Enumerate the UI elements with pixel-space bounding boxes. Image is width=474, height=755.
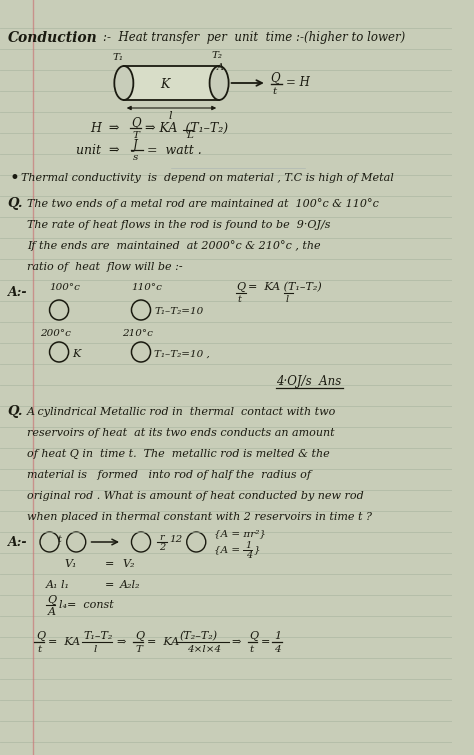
Text: l₄=  const: l₄= const <box>59 600 114 610</box>
Text: {A =: {A = <box>214 546 240 554</box>
Text: s: s <box>133 153 139 162</box>
Text: A:-: A:- <box>8 535 27 548</box>
Text: Q: Q <box>250 631 259 641</box>
Text: ⇒: ⇒ <box>116 637 126 647</box>
Text: ratio of  heat  flow will be :-: ratio of heat flow will be :- <box>27 262 182 272</box>
Text: V₁: V₁ <box>65 559 77 569</box>
Text: 4·OJ/s  Ans: 4·OJ/s Ans <box>276 375 341 389</box>
Text: :-  Heat transfer  per  unit  time :-(higher to lower): :- Heat transfer per unit time :-(higher… <box>103 32 405 45</box>
Text: =  KA: = KA <box>47 637 80 647</box>
Text: ⇒ KA  (T₁–T₂): ⇒ KA (T₁–T₂) <box>145 122 228 134</box>
Text: l: l <box>286 295 289 304</box>
Text: l: l <box>169 111 172 121</box>
Text: 200°c: 200°c <box>40 329 71 338</box>
Text: T: T <box>135 645 142 654</box>
Text: H  ⇒: H ⇒ <box>91 122 120 134</box>
Text: A₁ l₁: A₁ l₁ <box>46 580 70 590</box>
Text: J: J <box>133 138 138 152</box>
Text: of heat Q in  time t.  The  metallic rod is melted & the: of heat Q in time t. The metallic rod is… <box>27 449 329 459</box>
Text: Q: Q <box>47 595 57 605</box>
Text: Thermal conductivity  is  depend on material , T.C is high of Metal: Thermal conductivity is depend on materi… <box>21 173 394 183</box>
Text: T₁–T₂=10 ,: T₁–T₂=10 , <box>155 350 210 359</box>
Text: T₁: T₁ <box>112 54 123 63</box>
Text: L: L <box>186 131 192 140</box>
Text: 100°c: 100°c <box>50 283 81 292</box>
Ellipse shape <box>210 66 228 100</box>
Text: =  KA (T₁–T₂): = KA (T₁–T₂) <box>248 282 321 292</box>
Text: Q: Q <box>135 631 145 641</box>
Text: Q.: Q. <box>8 405 23 418</box>
Text: K: K <box>73 349 81 359</box>
Text: Q: Q <box>36 631 46 641</box>
Text: The rate of heat flows in the rod is found to be  9·OJ/s: The rate of heat flows in the rod is fou… <box>27 220 330 230</box>
Text: •: • <box>9 169 19 187</box>
Text: 4: 4 <box>246 551 252 560</box>
Text: =: = <box>105 559 114 569</box>
Text: 110°c: 110°c <box>131 283 162 292</box>
Text: 2: 2 <box>159 544 165 553</box>
Text: =  watt .: = watt . <box>147 143 201 156</box>
Text: original rod . What is amount of heat conducted by new rod: original rod . What is amount of heat co… <box>27 491 364 501</box>
Ellipse shape <box>114 66 133 100</box>
Text: t: t <box>250 645 254 654</box>
Text: T: T <box>132 131 139 140</box>
Text: 4: 4 <box>274 645 281 654</box>
Text: V₂: V₂ <box>122 559 135 569</box>
Text: A₂l₂: A₂l₂ <box>120 580 140 590</box>
Text: =  KA: = KA <box>147 637 179 647</box>
Text: 12: 12 <box>170 535 183 544</box>
Text: material is   formed   into rod of half the  radius of: material is formed into rod of half the … <box>27 470 310 480</box>
Text: Q: Q <box>271 72 280 85</box>
Text: If the ends are  maintained  at 2000°c & 210°c , the: If the ends are maintained at 2000°c & 2… <box>27 241 320 251</box>
Text: K: K <box>160 79 169 91</box>
Text: t: t <box>57 535 61 544</box>
Text: r: r <box>159 532 164 541</box>
Text: =: = <box>105 580 114 590</box>
Text: = H: = H <box>286 76 310 90</box>
Text: A:-: A:- <box>8 285 27 298</box>
Text: T₂: T₂ <box>211 51 222 60</box>
Text: {A = πr²}: {A = πr²} <box>214 529 266 538</box>
Text: The two ends of a metal rod are maintained at  100°c & 110°c: The two ends of a metal rod are maintain… <box>27 199 379 209</box>
Text: A: A <box>47 607 55 617</box>
Text: =: = <box>261 637 270 647</box>
Text: ⇒: ⇒ <box>231 637 241 647</box>
Text: 1: 1 <box>245 541 251 550</box>
Text: Conduction: Conduction <box>8 31 97 45</box>
Text: A: A <box>217 63 224 72</box>
Text: 210°c: 210°c <box>122 329 153 338</box>
Text: l: l <box>93 645 97 654</box>
Text: }: } <box>254 546 260 554</box>
Text: t: t <box>273 87 277 95</box>
Text: t: t <box>237 295 241 304</box>
Text: T₁–T₂: T₁–T₂ <box>84 631 113 641</box>
Text: 4×l×4: 4×l×4 <box>187 645 221 654</box>
Text: 1: 1 <box>274 631 282 641</box>
Text: unit  ⇒: unit ⇒ <box>76 143 120 156</box>
Text: (T₂–T₂): (T₂–T₂) <box>179 631 217 641</box>
Bar <box>124 66 219 100</box>
Text: Q: Q <box>131 116 141 130</box>
Text: t: t <box>37 645 41 654</box>
Text: when placed in thermal constant with 2 reservoirs in time t ?: when placed in thermal constant with 2 r… <box>27 512 372 522</box>
Text: A cylindrical Metallic rod in  thermal  contact with two: A cylindrical Metallic rod in thermal co… <box>27 407 336 417</box>
Text: T₁–T₂=10: T₁–T₂=10 <box>155 307 203 316</box>
Text: Q: Q <box>236 282 246 292</box>
Text: Q.: Q. <box>8 198 23 211</box>
Text: reservoirs of heat  at its two ends conducts an amount: reservoirs of heat at its two ends condu… <box>27 428 334 438</box>
